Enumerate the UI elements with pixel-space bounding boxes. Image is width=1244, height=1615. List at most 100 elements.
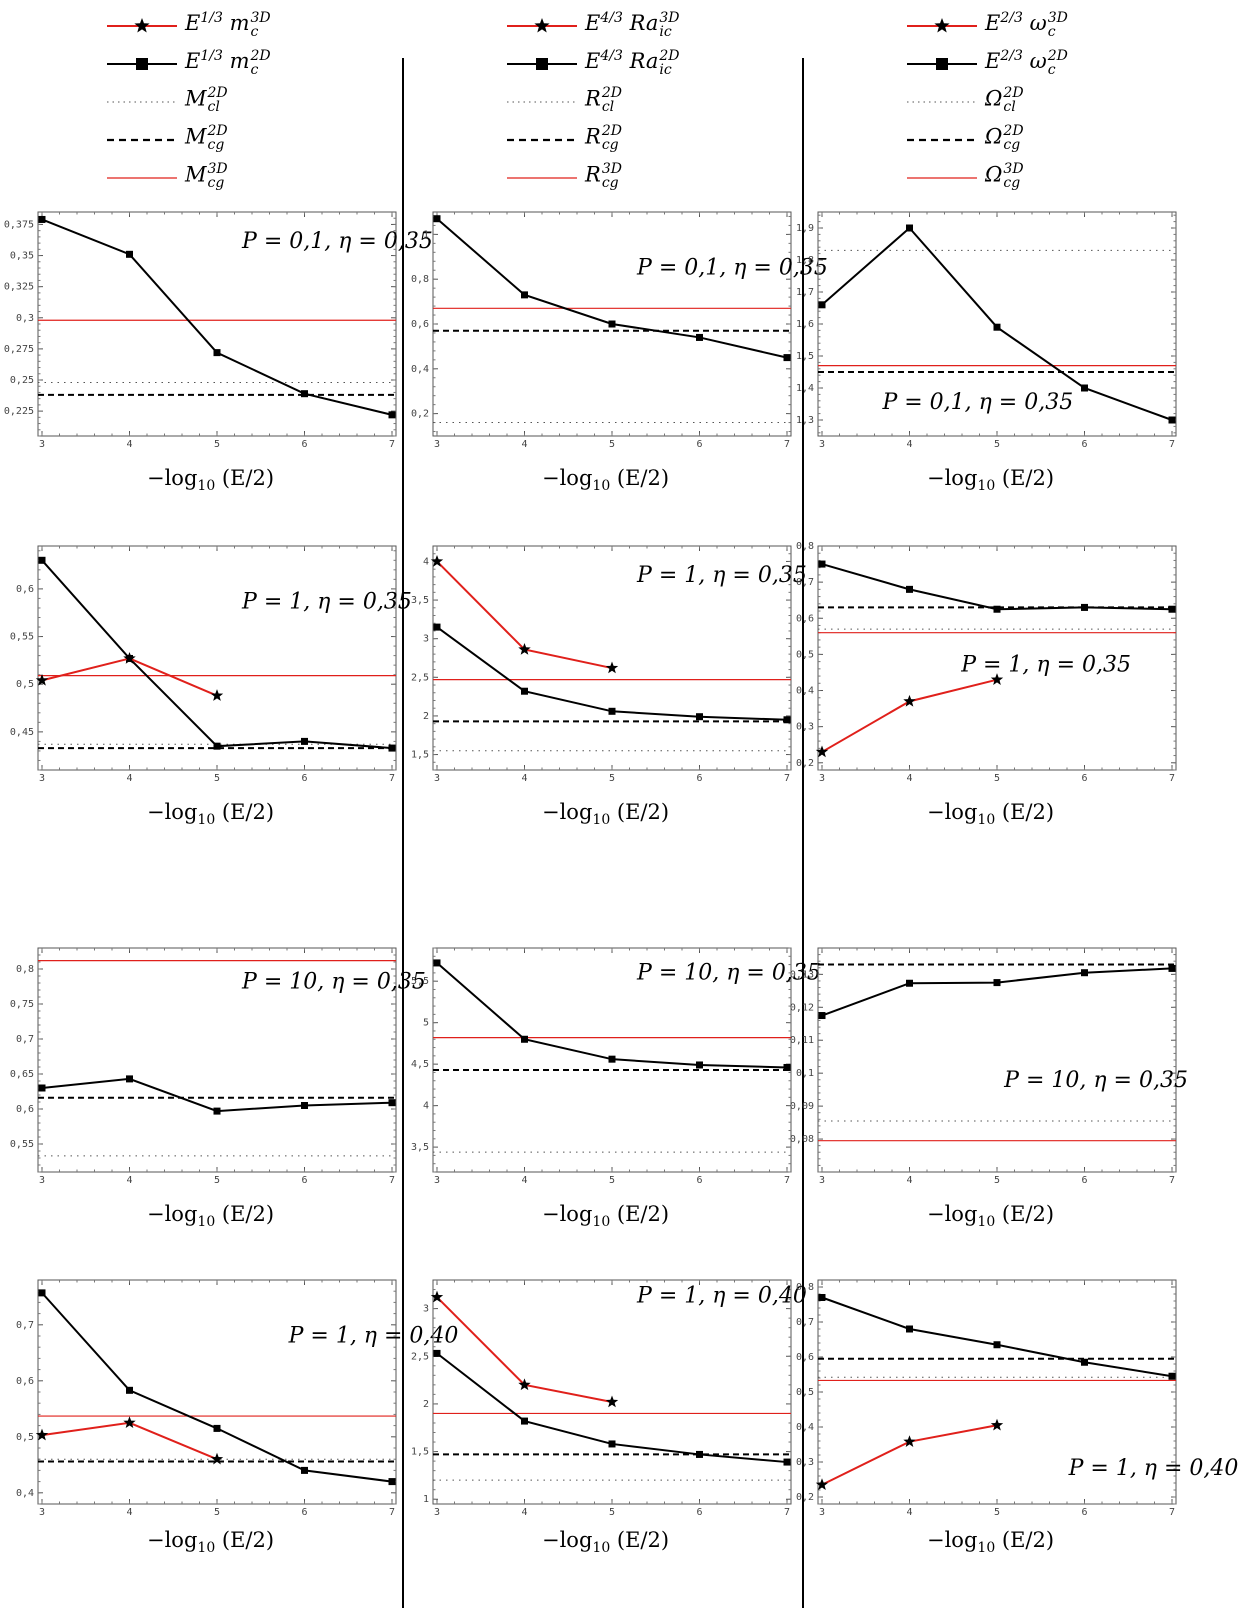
x-tick-label: 5	[214, 1507, 220, 1518]
legend-label: Ω 2D cg	[985, 123, 1024, 153]
series-2d-point	[783, 1063, 791, 1071]
series-3d-line	[41, 1421, 218, 1461]
star-marker-icon	[934, 18, 950, 33]
series-2d-line	[821, 967, 1173, 1017]
y-tick-label: 2,5	[411, 672, 429, 683]
y-tick-label: 0,3	[796, 722, 814, 733]
y-tick-label: 3	[423, 1304, 429, 1315]
y-tick-label: 1,3	[796, 415, 814, 426]
x-tick-label: 4	[906, 439, 912, 450]
series-2d-point	[993, 979, 1001, 987]
series-3d-point	[518, 643, 531, 655]
series-2d-point	[818, 1012, 826, 1020]
chart-panel: 3,5 4 4,5 5 5,5 3 4 5 6 7 P = 10, η = 0,35 −log10 (…	[395, 947, 821, 1230]
x-tick-label: 3	[39, 773, 45, 784]
square-marker-icon	[936, 58, 948, 70]
x-tick-label: 3	[819, 439, 825, 450]
series-2d-point	[906, 585, 913, 593]
series-3d-point	[605, 661, 619, 674]
chart-panel: 0,2 0,3 0,4 0,5 0,6 0,7 0,8 3 4 5 6 7 P = 1, η = 0,3…	[780, 541, 1178, 828]
x-tick-label: 7	[1169, 439, 1175, 450]
y-tick-label: 0,55	[10, 1139, 34, 1150]
y-tick-label: 0,65	[10, 1069, 34, 1080]
series-2d-point	[906, 224, 913, 232]
x-tick-label: 6	[1081, 1507, 1087, 1518]
legend-entry-dashed: Ω 2D cg	[905, 122, 1205, 154]
param-label: P = 1, η = 0,40	[636, 1283, 807, 1308]
x-tick-label: 4	[126, 773, 132, 784]
x-tick-label: 3	[819, 1175, 825, 1186]
legend-label: Ω 3D cg	[985, 161, 1024, 191]
legend-entry-dashed: R 2D cg	[505, 122, 805, 154]
y-tick-label: 0,45	[10, 727, 34, 738]
legend-entry-star: E1/3 m 3D c	[105, 8, 405, 40]
y-tick-label: 0,5	[16, 679, 34, 690]
y-tick-label: 0,1	[796, 1068, 814, 1079]
chart-svg: 0,4 0,5 0,6 0,7 3 4 5 6 7 P = 1, η = 0,40	[16, 1279, 458, 1518]
x-tick-label: 3	[39, 1175, 45, 1186]
y-tick-label: 0,275	[4, 344, 34, 355]
chart-svg: 0,2 0,3 0,4 0,5 0,6 0,7 0,8 3 4 5 6 7 P = 1, η = 0,4…	[796, 1279, 1238, 1518]
x-tick-label: 3	[434, 773, 440, 784]
x-tick-label: 6	[696, 773, 702, 784]
star-marker-icon	[134, 18, 150, 33]
series-2d-point	[906, 1325, 913, 1333]
x-tick-label: 7	[784, 773, 790, 784]
series-2d-point	[388, 1478, 396, 1486]
series-2d-point	[608, 320, 616, 328]
legend-entry-square: E1/3 m 2D c	[105, 46, 405, 78]
legend-label: R 2D cl	[585, 85, 622, 115]
series-2d-point	[38, 215, 46, 223]
series-2d-point	[783, 716, 791, 724]
y-tick-label: 3,5	[411, 1142, 429, 1153]
param-label: P = 10, η = 0,35	[1003, 1068, 1188, 1093]
x-axis-label: −log10 (E/2)	[927, 800, 1055, 829]
legend-entry-dashed: M 2D cg	[105, 122, 405, 154]
x-tick-label: 5	[609, 1507, 615, 1518]
series-2d-point	[433, 1349, 441, 1357]
series-2d-point	[521, 687, 528, 695]
plot-frame	[37, 1279, 397, 1505]
x-tick-label: 5	[609, 439, 615, 450]
series-2d-point	[521, 1417, 528, 1425]
legend-col-1: E1/3 m 3D c E1/3 m 2D c M 2D cl M 2D cg M 3D cg	[105, 0, 405, 210]
y-tick-label: 0,8	[411, 274, 429, 285]
y-tick-label: 0,7	[16, 1034, 34, 1045]
x-tick-label: 4	[906, 1507, 912, 1518]
y-tick-label: 0,8	[796, 541, 814, 552]
series-2d-line	[41, 559, 393, 750]
series-2d-point	[433, 623, 441, 631]
x-tick-label: 7	[389, 439, 395, 450]
y-tick-label: 0,6	[796, 1352, 814, 1363]
legend-label: M 2D cg	[185, 123, 228, 153]
legend-swatch-square	[907, 58, 977, 70]
y-tick-label: 0,7	[796, 1317, 814, 1328]
series-2d-point	[126, 1386, 133, 1394]
series-3d-point	[903, 1435, 916, 1447]
series-2d-point	[906, 979, 913, 987]
series-2d-point	[1168, 964, 1176, 972]
series-3d-point	[815, 1478, 829, 1491]
chart-svg: 0,225 0,25 0,275 0,3 0,325 0,35 0,375 3 4 5 6 7 P = …	[4, 211, 433, 450]
series-2d-point	[213, 1424, 221, 1432]
legend-swatch-red	[107, 177, 177, 179]
x-tick-label: 4	[126, 1507, 132, 1518]
series-3d-point	[990, 673, 1004, 685]
series-3d-line	[821, 678, 998, 753]
legend-label: R 3D cg	[585, 161, 622, 191]
legend-swatch-star	[507, 18, 577, 33]
legend-entry-square: E2/3 ω 2D c	[905, 46, 1205, 78]
series-2d-point	[521, 1035, 528, 1043]
series-2d-point	[818, 301, 826, 309]
x-tick-label: 6	[1081, 439, 1087, 450]
x-tick-label: 7	[389, 1175, 395, 1186]
legend-swatch-red	[907, 177, 977, 179]
y-tick-label: 3	[423, 634, 429, 645]
x-tick-label: 5	[609, 1175, 615, 1186]
chart-svg: 0,2 0,3 0,4 0,5 0,6 0,7 0,8 3 4 5 6 7 P = 1, η = 0,3…	[796, 541, 1177, 784]
column-divider-2	[802, 58, 804, 1608]
y-tick-label: 0,7	[16, 1320, 34, 1331]
y-tick-label: 0,2	[796, 758, 814, 769]
y-tick-label: 0,75	[10, 999, 34, 1010]
y-tick-label: 0,5	[796, 1387, 814, 1398]
